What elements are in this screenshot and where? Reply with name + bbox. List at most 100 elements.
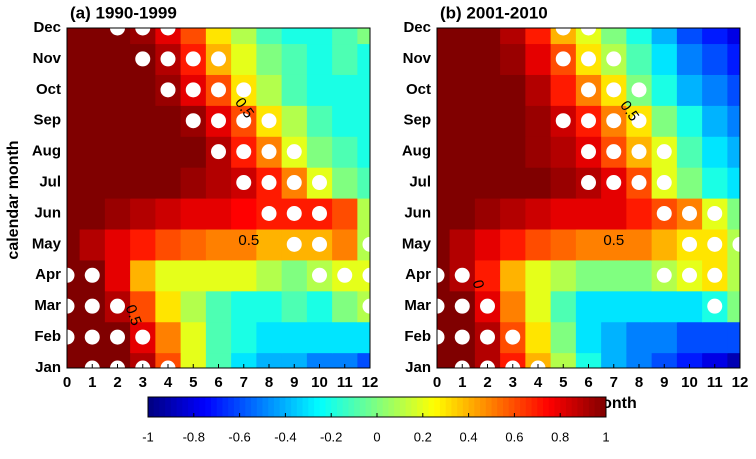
y-tick-label: Dec [33, 19, 61, 36]
colorbar-swatch [508, 397, 515, 417]
cell [357, 43, 370, 75]
cell [525, 321, 552, 354]
colorbar-swatch [256, 397, 263, 417]
cell [651, 228, 678, 261]
colorbar-swatch [548, 397, 555, 417]
cell [130, 228, 156, 261]
significance-dot [656, 144, 672, 160]
cell [79, 28, 106, 45]
cell [306, 136, 333, 168]
x-tick-label: 9 [290, 374, 298, 391]
cell [281, 105, 308, 137]
colorbar-swatch [285, 397, 292, 417]
colorbar-swatch [308, 397, 315, 417]
colorbar-swatch [480, 397, 487, 417]
cell [306, 321, 333, 354]
colorbar-swatch [394, 397, 401, 417]
colorbar-swatch [474, 397, 481, 417]
cell [79, 198, 106, 230]
cell [231, 352, 257, 368]
cell [256, 352, 283, 368]
y-tick-label: Jan [405, 359, 431, 376]
significance-dot [110, 329, 125, 345]
colorbar-swatch [319, 397, 326, 417]
cell [437, 105, 451, 137]
cell [651, 290, 678, 323]
significance-dot [185, 82, 201, 98]
cell [67, 352, 81, 368]
significance-dot [337, 267, 353, 283]
cell [437, 167, 451, 199]
y-tick-label: Nov [403, 50, 432, 67]
significance-dot [236, 113, 252, 129]
cell [306, 28, 333, 45]
significance-dot [606, 144, 622, 160]
cell [727, 167, 740, 199]
significance-dot [707, 298, 723, 314]
significance-dot [656, 205, 672, 221]
colorbar-swatch [399, 397, 407, 417]
colorbar-swatch [228, 397, 235, 417]
colorbar-swatch [405, 397, 412, 417]
cell [601, 352, 627, 368]
cell [449, 167, 476, 199]
cell [474, 28, 501, 45]
colorbar-swatch [325, 397, 332, 417]
y-tick-label: May [32, 235, 62, 252]
cell [231, 290, 257, 323]
colorbar-swatch [342, 397, 349, 417]
cell [525, 198, 552, 230]
colorbar-swatch [245, 397, 252, 417]
significance-dot [362, 298, 370, 314]
cell [256, 74, 283, 106]
cell [474, 74, 501, 106]
cell [702, 321, 728, 354]
cell [67, 74, 81, 106]
cell [601, 290, 627, 323]
colorbar-swatch [451, 397, 458, 417]
cell [727, 136, 740, 168]
cell [525, 105, 552, 137]
cell [437, 228, 451, 261]
panel-title: (b) 2001-2010 [440, 3, 548, 22]
cell [67, 167, 81, 199]
cell [256, 43, 283, 75]
cell [332, 290, 358, 323]
x-tick-label: 11 [337, 374, 353, 391]
cell [231, 321, 257, 354]
colorbar-swatch [388, 397, 395, 417]
cell [79, 136, 106, 168]
x-tick-label: 12 [732, 374, 749, 391]
cell [231, 198, 257, 230]
cell [332, 167, 358, 199]
cell [332, 105, 358, 137]
colorbar-swatch [176, 397, 183, 417]
significance-dot [261, 113, 277, 129]
colorbar-swatch [210, 397, 218, 417]
cell [256, 259, 283, 292]
cell [281, 43, 308, 75]
cell [500, 290, 526, 323]
cell [306, 352, 333, 368]
significance-dot [631, 144, 647, 160]
cell [449, 198, 476, 230]
significance-dot [135, 28, 151, 36]
colorbar-swatch [411, 397, 418, 417]
significance-dot [312, 175, 327, 191]
significance-dot [555, 113, 571, 129]
colorbar-swatch [422, 397, 430, 417]
cell [727, 74, 740, 106]
colorbar-swatch [520, 397, 527, 417]
cell [702, 105, 728, 137]
significance-dot [67, 298, 75, 314]
cell [104, 167, 131, 199]
significance-dot [505, 329, 521, 345]
cell [332, 228, 358, 261]
x-tick-label: 7 [610, 374, 618, 391]
cell [79, 228, 106, 261]
cell [357, 198, 370, 230]
cell [676, 290, 703, 323]
x-tick-label: 3 [509, 374, 517, 391]
cell [474, 198, 501, 230]
colorbar-swatch [588, 397, 596, 417]
